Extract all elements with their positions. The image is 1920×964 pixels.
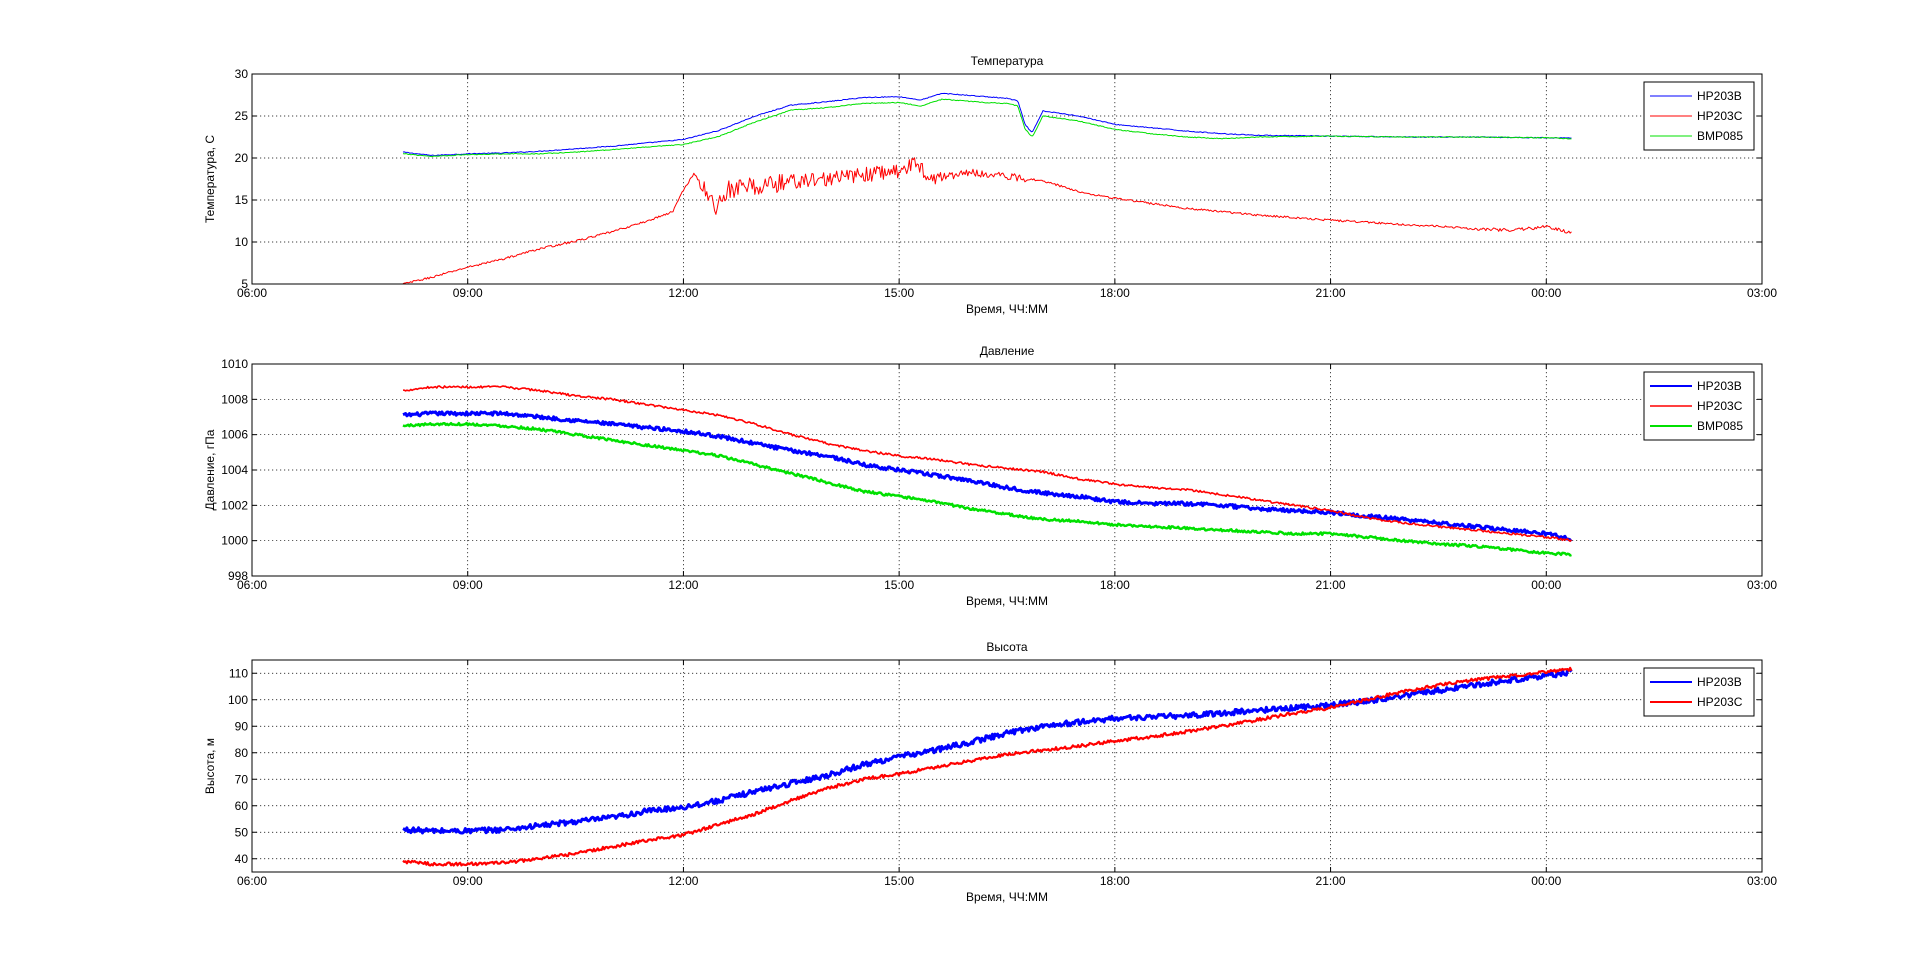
chart-title: Высота	[986, 640, 1028, 654]
x-tick-label: 06:00	[237, 874, 267, 888]
x-tick-label: 03:00	[1747, 286, 1777, 300]
y-tick-label: 100	[228, 693, 248, 707]
x-tick-label: 09:00	[453, 578, 483, 592]
x-tick-label: 12:00	[668, 286, 698, 300]
legend-box	[1643, 667, 1755, 717]
y-tick-label: 10	[235, 235, 249, 249]
y-tick-label: 50	[235, 825, 249, 839]
x-tick-label: 18:00	[1100, 874, 1130, 888]
chart-3: 06:00 09:00 12:00 15:00 18:00 21:00 00:00 03:00…	[203, 640, 1777, 904]
y-tick-label: 15	[235, 193, 249, 207]
legend-entry-label: BMP085	[1697, 419, 1743, 433]
series-line-hp203c	[402, 157, 1572, 284]
x-tick-label: 12:00	[668, 578, 698, 592]
y-tick-label: 5	[241, 277, 248, 291]
chart-title: Температура	[971, 54, 1044, 68]
x-tick-label: 15:00	[884, 286, 914, 300]
y-axis-label: Давление, гПа	[203, 429, 217, 510]
x-tick-label: 09:00	[453, 286, 483, 300]
chart-1: 06:00 09:00 12:00 15:00 18:00 21:00 00:00 03:00…	[203, 54, 1777, 316]
y-tick-label: 90	[235, 719, 249, 733]
x-tick-label: 00:00	[1531, 578, 1561, 592]
series-line-hp203b	[402, 668, 1573, 835]
legend-entry-label: HP203C	[1697, 695, 1743, 709]
y-tick-label: 80	[235, 746, 249, 760]
legend-entry-label: HP203C	[1697, 399, 1743, 413]
x-tick-label: 03:00	[1747, 578, 1777, 592]
chart-title: Давление	[980, 344, 1035, 358]
x-tick-label: 18:00	[1100, 578, 1130, 592]
x-tick-label: 18:00	[1100, 286, 1130, 300]
x-tick-label: 21:00	[1316, 578, 1346, 592]
x-tick-label: 03:00	[1747, 874, 1777, 888]
x-tick-label: 09:00	[453, 874, 483, 888]
y-axis-label: Высота, м	[203, 738, 217, 794]
axes-box	[251, 659, 1763, 873]
y-tick-label: 25	[235, 109, 249, 123]
x-tick-label: 00:00	[1531, 286, 1561, 300]
y-tick-label: 1004	[221, 463, 248, 477]
legend: HP203B HP203C	[1643, 667, 1755, 717]
x-axis-label: Время, ЧЧ:ММ	[966, 302, 1048, 316]
x-tick-label: 21:00	[1316, 286, 1346, 300]
chart-2: 06:00 09:00 12:00 15:00 18:00 21:00 00:00 03:00…	[203, 344, 1777, 608]
y-tick-label: 30	[235, 67, 249, 81]
x-tick-label: 00:00	[1531, 874, 1561, 888]
plot-area	[252, 364, 1762, 576]
legend: HP203B HP203C BMP085	[1643, 371, 1755, 441]
series-line-hp203c	[402, 666, 1573, 867]
x-axis-label: Время, ЧЧ:ММ	[966, 890, 1048, 904]
plot-area	[252, 660, 1762, 872]
x-tick-label: 15:00	[884, 874, 914, 888]
y-tick-label: 998	[228, 569, 248, 583]
y-axis-label: Температура, С	[203, 135, 217, 223]
x-tick-label: 15:00	[884, 578, 914, 592]
y-tick-label: 1002	[221, 498, 248, 512]
x-tick-label: 21:00	[1316, 874, 1346, 888]
y-tick-label: 1006	[221, 428, 248, 442]
x-axis-label: Время, ЧЧ:ММ	[966, 594, 1048, 608]
y-tick-label: 70	[235, 772, 249, 786]
series-line-bmp085	[402, 421, 1572, 557]
x-tick-label: 12:00	[668, 874, 698, 888]
plot-area	[252, 74, 1762, 284]
legend-entry-label: HP203B	[1697, 675, 1742, 689]
legend-entry-label: HP203B	[1697, 89, 1742, 103]
y-tick-label: 1000	[221, 534, 248, 548]
y-tick-label: 110	[229, 666, 248, 680]
y-tick-label: 20	[235, 151, 249, 165]
series-line-hp203b	[402, 410, 1573, 542]
x-tick-label: 06:00	[237, 578, 267, 592]
series-line-bmp085	[402, 98, 1572, 158]
series-line-hp203c	[402, 385, 1573, 543]
x-tick-label: 06:00	[237, 286, 267, 300]
axes-box	[251, 73, 1763, 285]
legend-entry-label: HP203C	[1697, 109, 1743, 123]
legend: HP203B HP203C BMP085	[1643, 81, 1755, 151]
y-tick-label: 60	[235, 799, 249, 813]
y-tick-label: 40	[235, 852, 249, 866]
y-tick-label: 1008	[221, 392, 248, 406]
y-tick-label: 1010	[221, 357, 248, 371]
legend-entry-label: HP203B	[1697, 379, 1742, 393]
legend-entry-label: BMP085	[1697, 129, 1743, 143]
